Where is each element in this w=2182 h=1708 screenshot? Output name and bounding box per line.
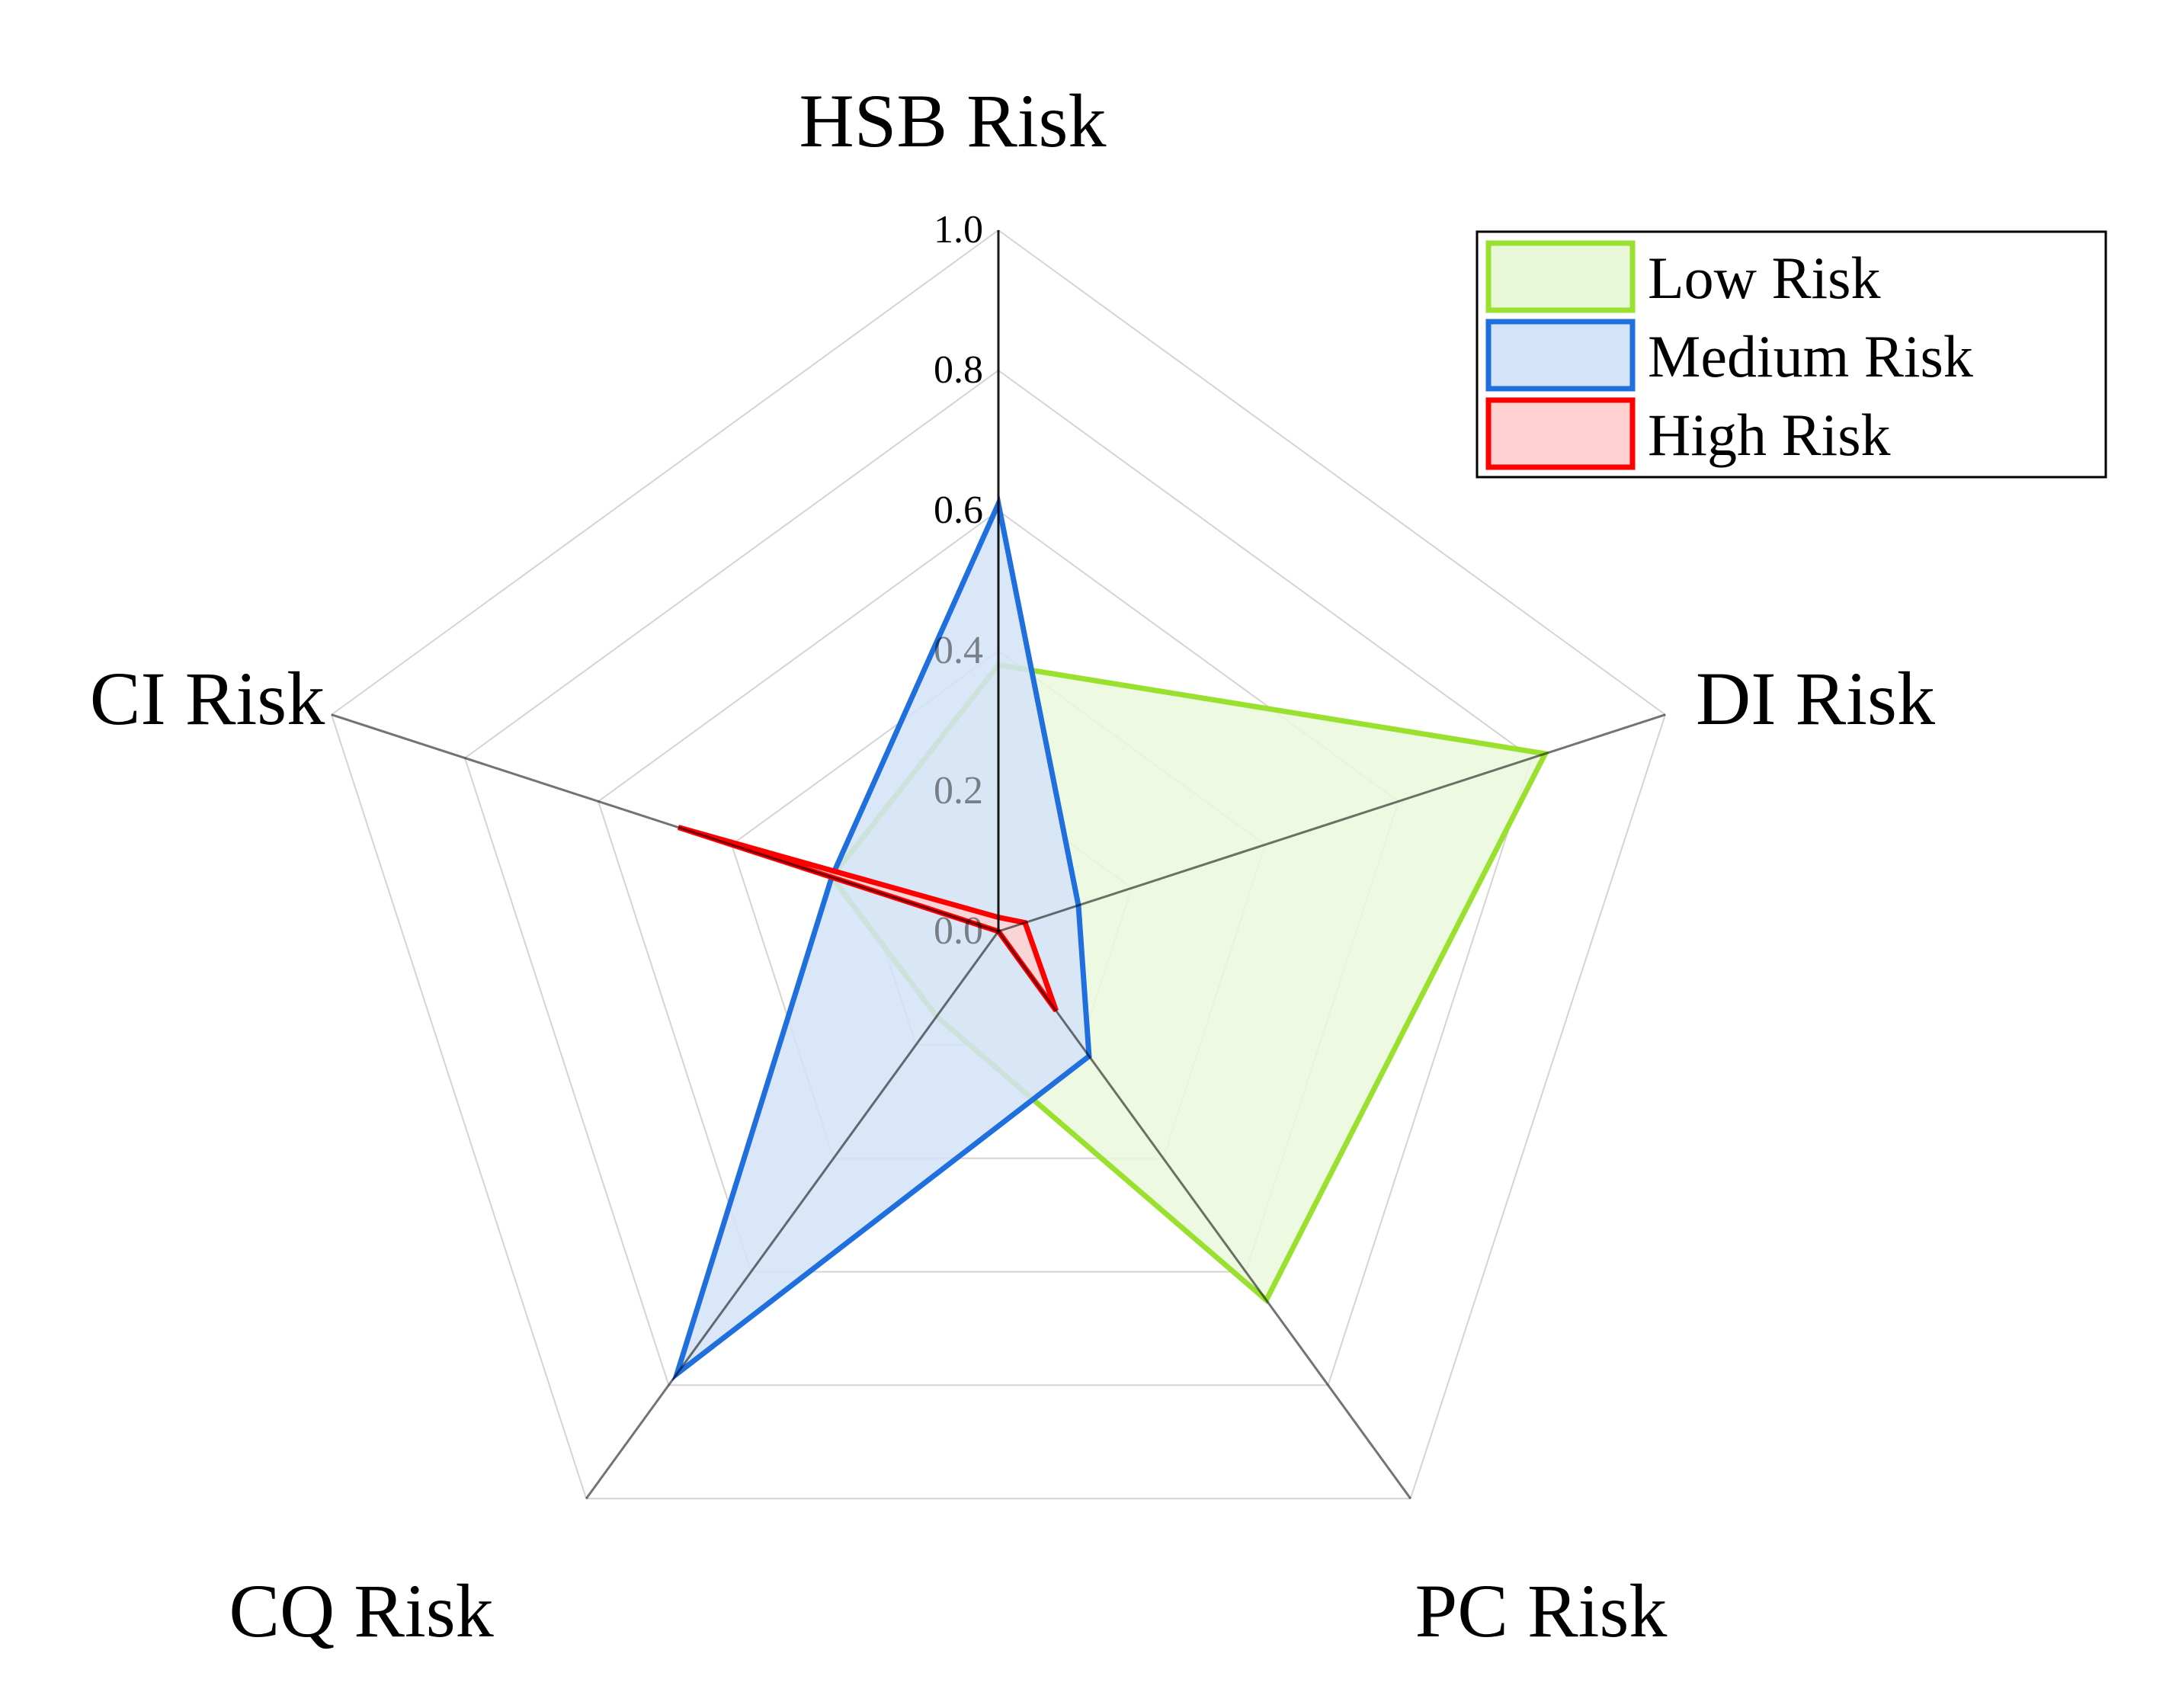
axis-label-ci-risk: CI Risk [90,656,325,741]
radar-tick-labels: 0.0 0.2 0.4 0.6 0.8 1.0 [934,208,983,953]
axis-label-pc-risk: PC Risk [1415,1569,1668,1653]
legend-swatch-high-risk [1485,397,1636,470]
legend-label-medium-risk: Medium Risk [1648,323,1973,389]
legend: Low Risk Medium Risk High Risk [1475,230,2107,479]
axis-label-di-risk: DI Risk [1696,656,1935,741]
tick-label: 1.0 [934,208,983,252]
legend-label-high-risk: High Risk [1648,402,1891,468]
axis-label-hsb-risk: HSB Risk [799,79,1107,163]
series-medium-risk [671,495,1092,1382]
radar-axis-labels: HSB Risk DI Risk PC Risk CQ Risk CI Risk [90,79,1935,1653]
radar-series [671,495,1549,1382]
tick-label: 0.6 [934,489,983,532]
tick-label: 0.2 [934,769,983,812]
axis-label-cq-risk: CQ Risk [229,1569,493,1653]
axis-spoke-pc-risk [997,931,1411,1500]
axis-spoke-cq-risk [585,931,1000,1500]
axis-spoke-ci-risk [331,713,999,933]
tick-label: 0.4 [934,629,983,672]
legend-swatch-medium-risk [1485,319,1636,392]
tick-label: 0.8 [934,348,983,392]
tick-label: 0.0 [934,909,983,953]
radar-axes [331,230,1666,1500]
grid-ring-5 [330,229,1667,1500]
grid-ring-4 [463,369,1533,1386]
legend-label-low-risk: Low Risk [1648,245,1881,311]
legend-swatch-low-risk [1485,240,1636,313]
axis-spoke-di-risk [998,713,1666,933]
